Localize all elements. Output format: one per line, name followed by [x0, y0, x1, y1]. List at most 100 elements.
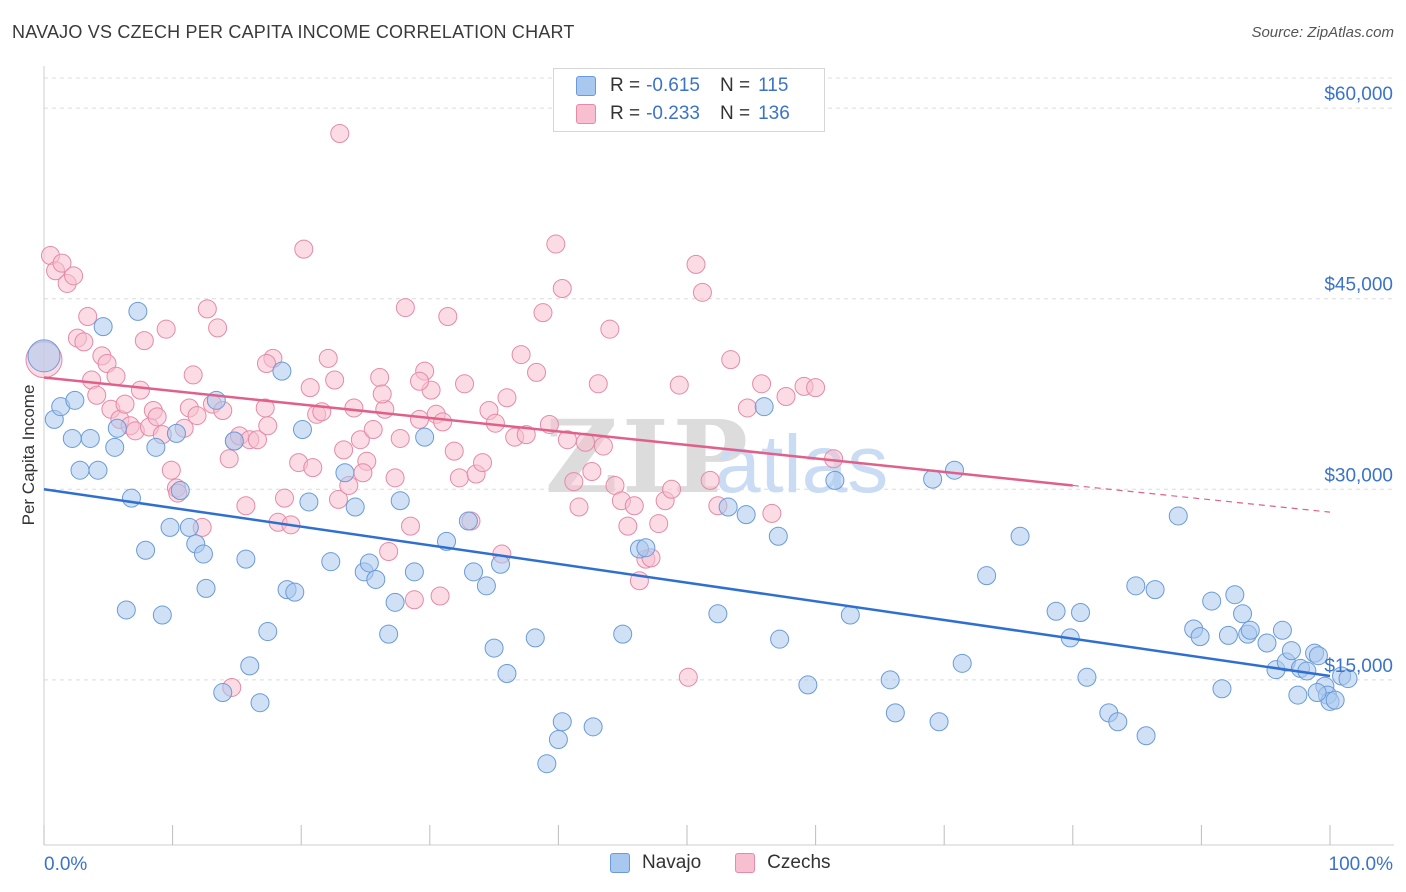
czech-point: [115, 394, 135, 414]
czech-point: [516, 425, 536, 445]
czech-point: [52, 253, 72, 273]
czech-point: [404, 590, 424, 610]
czech-point: [74, 332, 94, 352]
czech-point: [353, 463, 373, 483]
navajo-point: [27, 339, 61, 373]
czech-point: [334, 440, 354, 460]
navajo-point: [952, 653, 972, 673]
navajo-point: [385, 592, 405, 612]
navajo-point: [1046, 601, 1066, 621]
navajo-point: [285, 582, 305, 602]
navajo-point: [240, 656, 260, 676]
r-label: R =: [610, 75, 641, 96]
czech-points: [25, 124, 844, 697]
navajo-point: [1233, 604, 1253, 624]
navajo-point: [754, 397, 774, 417]
navajo-point: [1071, 603, 1091, 622]
czech-point: [700, 470, 720, 490]
navajo-point: [923, 469, 943, 489]
czech-point: [692, 282, 712, 302]
navajo-point: [1108, 712, 1128, 732]
navajo-point: [107, 418, 127, 438]
navajo-point: [1257, 633, 1277, 653]
navajo-point: [366, 569, 386, 589]
czech-point: [618, 516, 638, 536]
czech-point: [497, 388, 517, 408]
navajo-point: [62, 428, 82, 448]
axes: [43, 66, 1394, 846]
czech-point: [552, 279, 572, 299]
navajo-point: [121, 488, 141, 508]
navajo-point: [736, 505, 756, 525]
y-tick-label: $30,000: [1324, 465, 1393, 486]
navajo-point: [613, 624, 633, 644]
czech-point: [256, 353, 276, 373]
y-tick-label: $60,000: [1324, 84, 1393, 105]
navajo-point: [379, 624, 399, 644]
y-tick-label: $45,000: [1324, 275, 1393, 296]
watermark: ZIP atlas: [545, 398, 888, 516]
navajo-point: [1168, 506, 1188, 526]
czech-swatch: [735, 853, 756, 873]
navajo-point: [146, 437, 166, 457]
navajo-point: [166, 423, 186, 443]
navajo-point: [128, 301, 148, 321]
navajo-point: [1202, 591, 1222, 611]
czech-trend-line: [43, 376, 1073, 487]
navajo-point: [1288, 685, 1308, 705]
czech-point: [130, 380, 150, 400]
navajo-point: [1190, 627, 1210, 647]
czech-point: [274, 488, 294, 508]
navajo-point: [768, 526, 788, 546]
czech-point: [449, 468, 469, 488]
axis-labels: $15,000 $30,000 $45,000 $60,000 0.0% 100.0% Pe…: [19, 84, 1393, 875]
legend-item-czechs: Czechs: [735, 852, 831, 874]
navajo-point: [537, 754, 557, 774]
stats-legend: R = -0.615 N = 115 R = -0.233 N = 136: [553, 68, 825, 132]
czech-point: [247, 430, 267, 450]
czech-point: [686, 254, 706, 274]
navajo-point: [636, 538, 656, 558]
navajo-point: [345, 497, 365, 517]
czech-point: [64, 266, 84, 286]
n-label: N =: [719, 103, 751, 124]
czech-point: [161, 460, 181, 480]
czech-point: [134, 331, 154, 351]
navajo-point: [1281, 641, 1301, 661]
navajo-point: [335, 463, 355, 483]
czech-point: [87, 385, 107, 405]
watermark-atlas: atlas: [715, 419, 888, 510]
czech-point: [258, 416, 278, 436]
czech-point: [410, 409, 430, 429]
navajo-point: [798, 675, 818, 695]
watermark-zip: ZIP: [545, 398, 752, 516]
navajo-point: [708, 604, 728, 624]
czech-point: [385, 468, 405, 488]
x-tick-label: 100.0%: [1329, 854, 1394, 875]
czech-point: [330, 124, 350, 144]
navajo-point: [476, 576, 496, 596]
navajo-point: [404, 562, 424, 582]
navajo-point: [770, 629, 790, 649]
navajo-point: [552, 712, 572, 732]
legend-label-czechs: Czechs: [767, 852, 831, 873]
czech-swatch: [576, 104, 596, 124]
navajo-point: [152, 605, 172, 625]
czech-point: [350, 430, 370, 450]
czech-point: [395, 298, 415, 318]
czech-point: [187, 406, 207, 426]
navajo-point: [1308, 646, 1328, 666]
czech-trend-extension: [1072, 484, 1331, 513]
navajo-point: [977, 566, 997, 586]
czech-point: [318, 348, 338, 368]
czech-point: [455, 374, 475, 394]
czech-point: [662, 479, 682, 499]
czech-point: [433, 412, 453, 432]
series-legend: Navajo Czechs: [610, 852, 865, 874]
source-label: Source: ZipAtlas.com: [1251, 24, 1394, 41]
navajo-point: [116, 600, 136, 620]
czech-point: [546, 234, 566, 254]
czech-point: [78, 306, 98, 326]
navajo-point: [1145, 580, 1165, 600]
czech-point: [776, 387, 796, 407]
